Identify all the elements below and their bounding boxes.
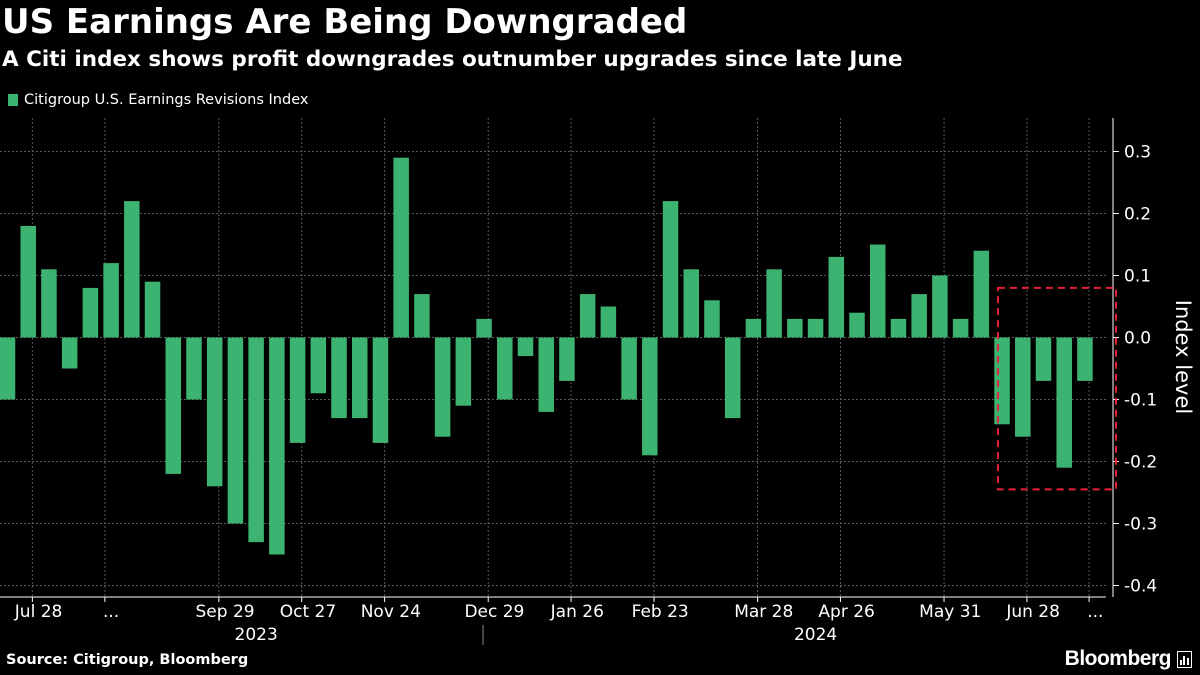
- bar: [1077, 337, 1093, 381]
- x-tick-label: Oct 27: [280, 602, 336, 622]
- bar: [144, 281, 161, 338]
- bar: [310, 337, 327, 394]
- bar: [165, 337, 182, 474]
- brand: Bloomberg: [1065, 647, 1192, 671]
- bar: [849, 312, 865, 338]
- y-tick-label: 0.1: [1124, 267, 1151, 287]
- bar: [890, 318, 907, 338]
- y-tick-label: 0.2: [1124, 205, 1151, 225]
- x-tick-label: ...: [1087, 602, 1103, 622]
- bar: [517, 337, 534, 357]
- bar: [61, 337, 78, 369]
- bar: [621, 337, 637, 400]
- bar: [807, 318, 824, 338]
- bar-chart-icon: [1177, 650, 1192, 668]
- bars-layer: [0, 157, 1093, 555]
- x-year-label: 2023: [235, 625, 278, 645]
- bar: [724, 337, 741, 419]
- bar: [248, 337, 264, 543]
- bar: [351, 337, 368, 419]
- bar: [393, 157, 409, 338]
- brand-name: Bloomberg: [1064, 647, 1172, 670]
- x-tick-label: Feb 23: [632, 602, 689, 622]
- bar: [186, 337, 202, 400]
- y-tick-label: -0.2: [1124, 453, 1157, 473]
- bar: [103, 263, 119, 338]
- x-tick-label: Apr 26: [818, 602, 874, 622]
- bar: [538, 337, 554, 412]
- x-tick-label: Sep 29: [196, 602, 255, 622]
- bar: [952, 318, 969, 338]
- bar: [600, 306, 617, 338]
- bar: [227, 337, 244, 524]
- x-tick-label: Dec 29: [464, 602, 524, 622]
- bar: [828, 256, 845, 338]
- y-tick-label: -0.1: [1124, 391, 1157, 411]
- x-tick-label: ...: [103, 602, 119, 622]
- x-tick-label: Nov 24: [361, 602, 421, 622]
- x-tick-label: Jan 26: [550, 602, 604, 622]
- x-year-label: 2024: [794, 625, 837, 645]
- bar: [642, 337, 658, 456]
- bar: [20, 225, 36, 338]
- bar: [787, 318, 803, 338]
- legend: Citigroup U.S. Earnings Revisions Index: [8, 90, 308, 110]
- y-tick-label: 0.0: [1124, 329, 1151, 349]
- bar: [1015, 337, 1031, 437]
- bar: [932, 275, 948, 338]
- bar: [745, 318, 762, 338]
- highlight-layer: [996, 286, 1118, 491]
- bar: [206, 337, 223, 487]
- bar: [455, 337, 472, 406]
- bar: [372, 337, 389, 443]
- bar: [683, 269, 700, 338]
- bar: [497, 337, 513, 400]
- y-tick-label: -0.3: [1124, 515, 1157, 535]
- bar: [1035, 337, 1052, 381]
- bar: [579, 294, 596, 338]
- source-note: Source: Citigroup, Bloomberg: [6, 652, 249, 668]
- highlight-box: [996, 286, 1118, 491]
- bar: [124, 201, 140, 338]
- axis-layer: 0.3 0.2 0.1 0.0 -0.1 -0.2 -0.3 -0.4 Jul 28... Sep…: [0, 118, 1195, 645]
- y-tick-label: 0.3: [1124, 143, 1151, 163]
- bar: [414, 294, 430, 338]
- bar: [994, 337, 1010, 425]
- x-tick-label: Jul 28: [14, 602, 63, 622]
- bar: [704, 300, 720, 338]
- bar: [869, 244, 886, 338]
- bar: [911, 294, 927, 338]
- x-tick-label: Mar 28: [734, 602, 793, 622]
- chart-subtitle: A Citi index shows profit downgrades out…: [2, 47, 903, 72]
- bar: [269, 337, 285, 555]
- bar: [973, 250, 990, 338]
- chart-title: US Earnings Are Being Downgraded: [2, 2, 688, 42]
- y-axis-title: Index level: [1171, 300, 1195, 414]
- bar: [559, 337, 575, 381]
- x-tick-label: Jun 28: [1005, 602, 1060, 622]
- bar: [82, 287, 99, 338]
- bar: [41, 269, 57, 338]
- bar: [766, 269, 782, 338]
- bar: [289, 337, 306, 443]
- bar: [434, 337, 451, 437]
- bar: [331, 337, 347, 419]
- bar: [0, 337, 16, 400]
- bar: [662, 201, 679, 338]
- bar: [476, 318, 492, 338]
- bar: [1056, 337, 1072, 468]
- y-tick-label: -0.4: [1124, 577, 1157, 597]
- legend-label: Citigroup U.S. Earnings Revisions Index: [24, 92, 309, 108]
- legend-swatch: [8, 94, 18, 106]
- x-tick-label: May 31: [919, 602, 981, 622]
